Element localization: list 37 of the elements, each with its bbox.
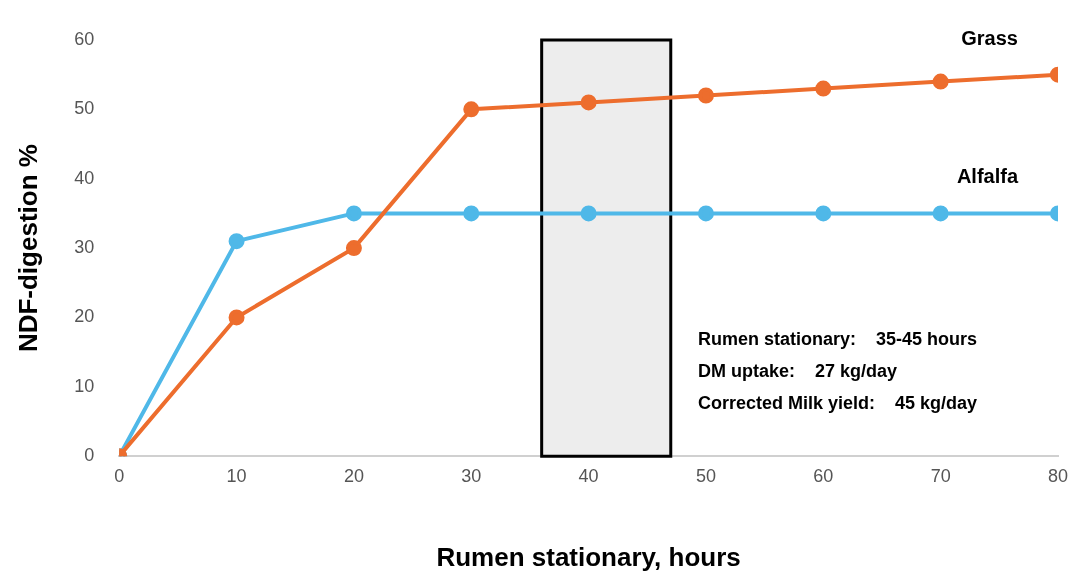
point: [697, 205, 714, 222]
y-tick-label: 10: [74, 375, 95, 396]
y-axis-title: NDF-digestion %: [12, 144, 43, 353]
annotation: Corrected Milk yield: 45 kg/day: [698, 393, 978, 413]
point: [345, 240, 362, 257]
x-tick-label: 30: [461, 465, 482, 486]
x-tick-label: 50: [695, 465, 716, 486]
point: [932, 205, 949, 222]
y-tick-label: 20: [74, 306, 95, 327]
point: [697, 87, 714, 104]
x-tick-label: 20: [343, 465, 364, 486]
point: [228, 233, 245, 250]
annotation: Rumen stationary: 35-45 hours: [698, 329, 978, 349]
x-axis-title: Rumen stationary, hours: [436, 541, 741, 572]
annotation: DM uptake: 27 kg/day: [698, 361, 898, 381]
x-tick-label: 10: [226, 465, 247, 486]
point: [463, 101, 480, 118]
series-label: Grass: [961, 26, 1018, 49]
y-tick-label: 0: [84, 445, 95, 466]
point: [463, 205, 480, 222]
point: [580, 205, 597, 222]
x-tick-label: 70: [930, 465, 951, 486]
x-tick-label: 80: [1047, 465, 1069, 486]
y-tick-label: 40: [74, 167, 95, 188]
x-tick-label: 40: [578, 465, 599, 486]
point: [815, 80, 832, 97]
y-tick-label: 50: [74, 98, 95, 119]
x-tick-label: 0: [114, 465, 125, 486]
series-label: Alfalfa: [956, 165, 1019, 188]
point: [345, 205, 362, 222]
x-tick-label: 60: [813, 465, 834, 486]
point: [228, 309, 245, 326]
point: [932, 73, 949, 90]
point: [815, 205, 832, 222]
y-tick-label: 60: [74, 28, 95, 49]
point: [580, 94, 597, 111]
y-tick-label: 30: [74, 237, 95, 258]
